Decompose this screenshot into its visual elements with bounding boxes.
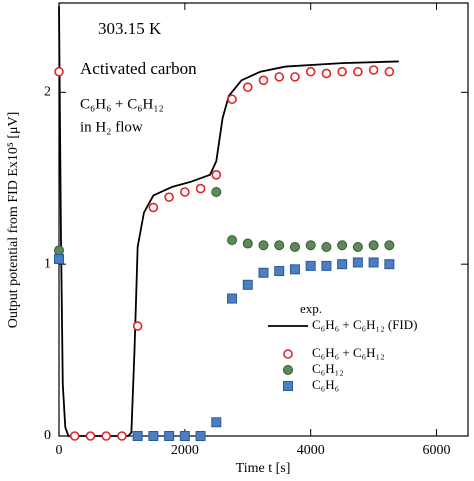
point — [148, 431, 159, 441]
point — [321, 68, 332, 79]
point — [305, 66, 316, 77]
point — [258, 75, 269, 86]
point — [195, 183, 206, 194]
point — [227, 235, 238, 246]
legend-marker — [283, 365, 293, 375]
point — [352, 241, 363, 252]
point — [321, 241, 332, 252]
point — [368, 240, 379, 251]
point — [305, 240, 316, 251]
point — [290, 72, 300, 82]
legend-label: C₆H₁₂ — [312, 361, 344, 376]
point — [101, 431, 111, 441]
point — [164, 192, 174, 202]
point — [321, 260, 332, 271]
legend-title: exp. — [300, 301, 322, 316]
point — [164, 431, 175, 441]
point — [54, 245, 64, 256]
annotation: in H₂ flow — [80, 119, 143, 135]
point — [227, 293, 238, 304]
legend-marker — [283, 381, 293, 391]
point — [384, 66, 395, 77]
legend-label: C₆H₆ — [312, 377, 339, 392]
point — [85, 431, 96, 441]
annotation: C₆H₆ + C₆H₁₂ — [80, 96, 164, 112]
point — [195, 431, 206, 441]
point — [305, 260, 316, 271]
point — [337, 240, 348, 251]
point — [352, 257, 363, 268]
legend-label: C₆H₆ + C₆H₁₂ (FID) — [312, 317, 417, 332]
y-tick-label: 1 — [44, 256, 51, 271]
point — [274, 240, 285, 251]
plot-frame — [58, 2, 469, 437]
point — [132, 431, 143, 441]
annotation: 303.15 K — [98, 19, 162, 38]
legend-marker — [283, 349, 293, 359]
point — [368, 257, 379, 268]
point — [337, 259, 348, 270]
point — [384, 259, 395, 270]
point — [211, 187, 222, 198]
x-axis-label: Time t [s] — [236, 461, 291, 476]
point — [54, 254, 64, 265]
fid-line — [58, 6, 399, 437]
annotation: Activated carbon — [80, 59, 197, 78]
point — [132, 321, 143, 331]
point — [289, 241, 300, 252]
legend-label: C₆H₆ + C₆H₁₂ — [312, 345, 385, 360]
point — [179, 431, 190, 441]
point — [289, 264, 300, 275]
y-tick-label: 0 — [44, 428, 51, 443]
point — [353, 66, 363, 77]
x-tick-label: 6000 — [423, 443, 451, 458]
y-axis-label: Output potential from FID Ex10⁵ [μV] — [6, 112, 21, 329]
point — [117, 431, 127, 441]
point — [211, 417, 222, 428]
point — [242, 82, 253, 92]
point — [274, 266, 285, 277]
x-tick-label: 2000 — [171, 443, 199, 458]
point — [384, 240, 395, 251]
x-tick-label: 4000 — [297, 443, 325, 458]
point — [54, 66, 64, 77]
point — [242, 279, 253, 290]
point — [211, 170, 222, 180]
y-tick-label: 2 — [44, 85, 51, 100]
point — [242, 238, 253, 249]
x-tick-label: 0 — [56, 443, 63, 458]
point — [69, 431, 80, 441]
point — [180, 187, 190, 197]
point — [227, 94, 237, 105]
point — [368, 65, 379, 75]
point — [337, 66, 347, 77]
point — [274, 72, 285, 82]
point — [258, 267, 269, 278]
point — [258, 240, 269, 251]
point — [148, 202, 159, 213]
